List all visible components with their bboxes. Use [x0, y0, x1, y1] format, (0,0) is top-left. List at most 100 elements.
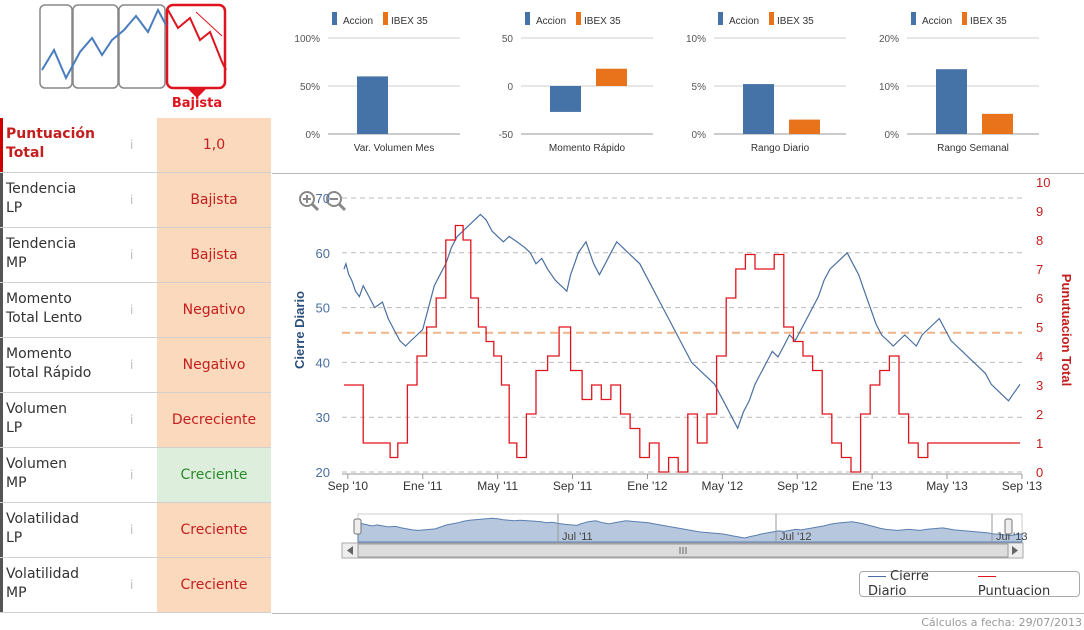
tick-label: 0% [692, 130, 707, 141]
info-icon[interactable]: i [130, 358, 134, 372]
info-icon[interactable]: i [130, 248, 134, 262]
bar-accion [743, 84, 774, 134]
legend-label: Accion [536, 16, 566, 27]
y-tick-label: 70 [316, 191, 330, 206]
bar-accion [936, 69, 967, 134]
legend-item-price[interactable]: Cierre Diario [868, 569, 968, 599]
navigator-label: Jul '13 [996, 531, 1027, 543]
y2-tick-label: 8 [1036, 233, 1043, 248]
legend-label: IBEX 35 [970, 16, 1007, 27]
series-line-cierre-diario [343, 213, 1021, 430]
score-label-line2: MP [6, 255, 27, 271]
tick-label: 0% [306, 130, 321, 141]
score-row: Tendencia MP i Bajista [0, 228, 271, 283]
info-icon[interactable]: i [130, 303, 134, 317]
score-row: Volatilidad MP i Creciente [0, 558, 271, 613]
tick-label: 50% [300, 82, 320, 93]
zoom-in-handle [310, 202, 320, 212]
score-label: Tendencia LP [0, 173, 128, 227]
x-tick-label: May '13 [926, 479, 968, 493]
score-row: Volatilidad LP i Creciente [0, 503, 271, 558]
legend-swatch-ibex [576, 12, 581, 25]
y2-tick-label: 10 [1036, 178, 1050, 190]
mini-chart: Accion IBEX 35 -50 0 50 Momento Rápido [499, 12, 653, 154]
y2-tick-label: 9 [1036, 204, 1043, 219]
legend-label: IBEX 35 [391, 16, 428, 27]
score-label: Volumen MP [0, 448, 128, 502]
score-value: Creciente [157, 503, 271, 557]
mini-chart-title: Rango Diario [751, 143, 810, 154]
mini-chart-title: Rango Semanal [937, 143, 1009, 154]
score-label: Volatilidad MP [0, 558, 128, 612]
score-value: 1,0 [157, 118, 271, 172]
trend-selected-label: Bajista [171, 96, 223, 111]
bar-accion [357, 76, 388, 134]
info-icon[interactable]: i [130, 413, 134, 427]
info-icon[interactable]: i [130, 468, 134, 482]
series-line-puntuacion [344, 224, 1020, 473]
y2-axis-title: Punutuacion Total [1059, 274, 1074, 386]
x-tick-label: Ene '13 [852, 479, 893, 493]
legend-swatch-accion [911, 12, 916, 25]
trend-card-1[interactable] [39, 4, 73, 89]
score-value: Decreciente [157, 393, 271, 447]
score-label-line1: Momento [6, 291, 72, 307]
mini-chart-title: Var. Volumen Mes [354, 143, 434, 154]
score-label: Momento Total Rápido [0, 338, 128, 392]
score-value: Bajista [157, 173, 271, 227]
y-axis-title: Cierre Diario [292, 291, 307, 369]
tick-label: 50 [502, 34, 514, 45]
score-row: Volumen LP i Decreciente [0, 393, 271, 448]
y2-tick-label: 2 [1036, 407, 1043, 422]
tick-label: -50 [499, 130, 514, 141]
y-tick-label: 30 [316, 410, 330, 425]
trend-card-2[interactable] [72, 4, 119, 89]
chart-legend[interactable]: Cierre Diario Puntuacion [859, 569, 1080, 599]
y2-tick-label: 3 [1036, 378, 1043, 393]
legend-swatch-ibex [383, 12, 388, 25]
comparison-charts: Accion IBEX 350%50%100%Var. Volumen MesAc… [294, 12, 1039, 154]
y2-tick-label: 7 [1036, 262, 1043, 277]
score-value: Creciente [157, 448, 271, 502]
score-label-line1: Tendencia [6, 181, 77, 197]
mini-chart: Accion IBEX 35 0% 5% 10% Rango Diario [686, 12, 846, 154]
score-value: Creciente [157, 558, 271, 612]
trend-line-down [167, 9, 227, 71]
tick-label: 10% [879, 82, 899, 93]
score-label-line2: MP [6, 585, 27, 601]
x-tick-label: May '11 [477, 479, 518, 493]
info-icon[interactable]: i [130, 193, 134, 207]
x-tick-label: May '12 [702, 479, 744, 493]
navigator-handle-left[interactable] [353, 518, 362, 535]
score-label-line1: Volumen [6, 401, 67, 417]
legend-item-score[interactable]: Puntuacion [977, 569, 1069, 599]
footer-divider [272, 613, 1084, 614]
tick-label: 0 [507, 82, 513, 93]
score-label-line1: Volatilidad [6, 511, 80, 527]
trend-line-up [41, 7, 167, 81]
scroll-left-icon[interactable] [347, 546, 353, 555]
info-icon[interactable]: i [130, 138, 134, 152]
navigator-label: Jul '11 [562, 531, 593, 543]
score-label-line1: Momento [6, 346, 72, 362]
score-label: Momento Total Lento [0, 283, 128, 337]
price-score-chart: 20 30 40 50 60 70 0 1 2 3 4 5 6 7 8 9 10 Cierre Diario Pun… [292, 178, 1074, 559]
mini-chart-title: Momento Rápido [549, 143, 626, 154]
legend-label: Accion [922, 16, 952, 27]
trend-card-3[interactable] [118, 4, 166, 89]
bar-ibex [596, 68, 627, 86]
score-value: Negativo [157, 283, 271, 337]
info-icon[interactable]: i [130, 523, 134, 537]
info-icon[interactable]: i [130, 578, 134, 592]
y2-tick-label: 5 [1036, 320, 1043, 335]
score-value: Bajista [157, 228, 271, 282]
navigator-handle-right[interactable] [1004, 518, 1013, 535]
zoom-out-handle [337, 202, 347, 212]
score-label: Puntuación Total [0, 118, 128, 172]
trend-selector: Bajista [0, 0, 272, 118]
scroll-right-icon[interactable] [1012, 546, 1018, 555]
mini-chart: Accion IBEX 35 0% 10% 20% Rango Semanal [879, 12, 1039, 154]
y-tick-label: 20 [316, 465, 330, 480]
x-tick-label: Ene '12 [627, 479, 668, 493]
legend-label: Accion [343, 16, 373, 27]
